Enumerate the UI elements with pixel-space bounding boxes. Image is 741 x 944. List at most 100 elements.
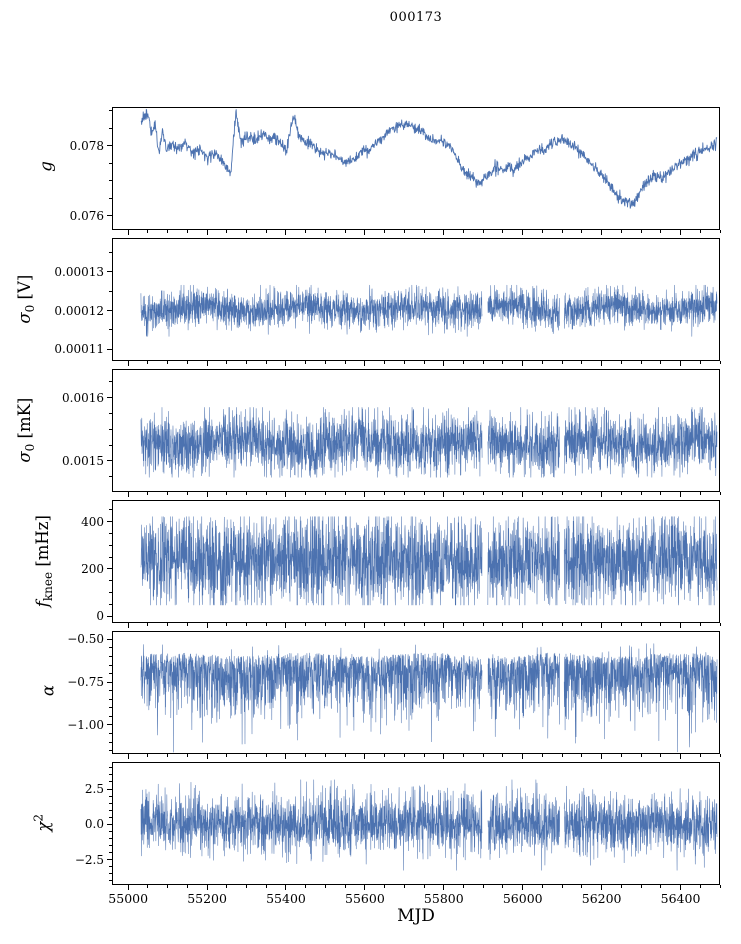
x-minor-tick-mark [147,623,149,626]
x-minor-tick-mark [581,885,583,888]
x-minor-tick-mark [640,361,642,364]
x-minor-tick-mark [463,230,465,233]
y-minor-tick-mark [109,664,112,666]
y-minor-tick-mark [109,127,112,129]
x-minor-tick-mark [226,230,228,233]
x-minor-tick-mark [620,230,622,233]
x-tick-mark [522,492,524,497]
x-minor-tick-mark [541,230,543,233]
x-minor-tick-mark [502,754,504,757]
x-minor-tick-mark [581,623,583,626]
x-minor-tick-mark [463,754,465,757]
x-minor-tick-mark [167,885,169,888]
plot-canvas-chi2 [113,763,719,884]
x-minor-tick-mark [384,492,386,495]
x-minor-tick-mark [305,754,307,757]
x-minor-tick-mark [640,230,642,233]
x-minor-tick-mark [186,492,188,495]
x-minor-tick-mark [344,361,346,364]
x-tick-mark [127,230,129,235]
x-tick-mark [127,492,129,497]
y-tick-mark [107,271,112,273]
y-tick-label: 2.5 [84,782,104,796]
y-tick-label: 0.0 [84,817,104,832]
y-tick-mark [107,681,112,683]
x-minor-tick-mark [403,230,405,233]
x-minor-tick-mark [423,230,425,233]
y-tick-label: 0.0016 [62,390,104,405]
x-minor-tick-mark [640,885,642,888]
y-minor-tick-mark [109,290,112,292]
y-minor-tick-mark [109,802,112,804]
y-minor-tick-mark [109,741,112,743]
x-minor-tick-mark [699,885,701,888]
plot-canvas-g [113,108,719,229]
x-minor-tick-mark [640,623,642,626]
x-minor-tick-mark [186,754,188,757]
x-tick-mark [285,623,287,628]
x-tick-label: 55400 [266,891,306,906]
x-minor-tick-mark [147,361,149,364]
panel-alpha [112,631,720,754]
x-tick-mark [601,623,603,628]
y-minor-tick-mark [109,816,112,818]
x-minor-tick-mark [581,492,583,495]
x-minor-tick-mark [699,492,701,495]
y-tick-mark [107,615,112,617]
x-tick-mark [522,361,524,366]
y-minor-tick-mark [109,180,112,182]
x-tick-mark [680,492,682,497]
x-minor-tick-mark [344,230,346,233]
y-minor-tick-mark [109,655,112,657]
y-minor-tick-mark [109,698,112,700]
x-tick-mark [206,623,208,628]
x-tick-label: 55800 [423,891,464,906]
x-tick-mark [680,361,682,366]
x-minor-tick-mark [344,623,346,626]
y-minor-tick-mark [109,544,112,546]
x-tick-mark [285,361,287,366]
x-minor-tick-mark [482,361,484,364]
y-tick-label: 0.00011 [54,342,104,357]
y-minor-tick-mark [109,251,112,253]
y-minor-tick-mark [109,809,112,811]
y-minor-tick-mark [109,767,112,769]
y-minor-tick-mark [109,732,112,734]
y-tick-mark [107,460,112,462]
chart-title: 000173 [389,10,443,25]
x-minor-tick-mark [403,492,405,495]
y-minor-tick-mark [109,381,112,383]
x-minor-tick-mark [147,754,149,757]
y-minor-tick-mark [109,428,112,430]
y-minor-tick-mark [109,866,112,868]
x-minor-tick-mark [324,885,326,888]
y-minor-tick-mark [109,852,112,854]
x-minor-tick-mark [265,492,267,495]
x-minor-tick-mark [699,623,701,626]
x-minor-tick-mark [246,885,248,888]
x-tick-mark [443,492,445,497]
x-minor-tick-mark [620,492,622,495]
x-minor-tick-mark [246,492,248,495]
x-minor-tick-mark [344,754,346,757]
y-tick-label: 0.078 [69,138,104,153]
x-minor-tick-mark [344,492,346,495]
x-tick-label: 55200 [187,891,227,906]
x-minor-tick-mark [403,361,405,364]
x-minor-tick-mark [305,885,307,888]
x-minor-tick-mark [403,623,405,626]
x-minor-tick-mark [463,492,465,495]
x-minor-tick-mark [502,623,504,626]
y-minor-tick-mark [109,673,112,675]
x-minor-tick-mark [719,623,721,626]
x-axis-label: MJD [397,906,435,926]
x-tick-mark [522,623,524,628]
y-tick-label: 0.00013 [54,264,104,279]
x-minor-tick-mark [660,754,662,757]
x-minor-tick-mark [265,361,267,364]
x-tick-mark [680,230,682,235]
x-minor-tick-mark [384,361,386,364]
x-tick-mark [206,492,208,497]
y-tick-label: 0.00012 [54,303,104,318]
y-tick-mark [107,145,112,147]
